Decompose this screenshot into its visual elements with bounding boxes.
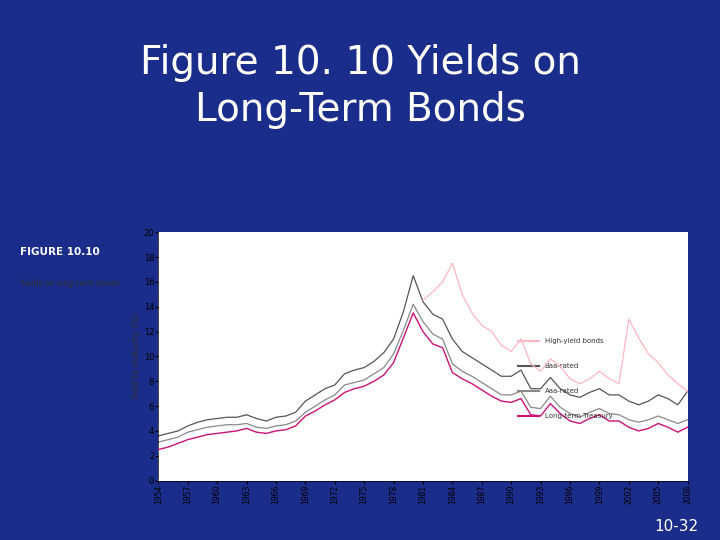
Text: 10-32: 10-32 xyxy=(654,519,698,534)
Y-axis label: Yield to maturity (%): Yield to maturity (%) xyxy=(132,313,141,400)
Text: FIGURE 10.10: FIGURE 10.10 xyxy=(19,246,99,256)
Text: Long-term Treasury: Long-term Treasury xyxy=(545,413,613,419)
Text: Baa-rated: Baa-rated xyxy=(545,363,579,369)
Text: High-yield bonds: High-yield bonds xyxy=(545,339,603,345)
Text: Aaa-rated: Aaa-rated xyxy=(545,388,579,394)
Text: Figure 10. 10 Yields on
Long-Term Bonds: Figure 10. 10 Yields on Long-Term Bonds xyxy=(140,44,580,129)
Text: Yields on long-term bonds: Yields on long-term bonds xyxy=(19,279,120,288)
